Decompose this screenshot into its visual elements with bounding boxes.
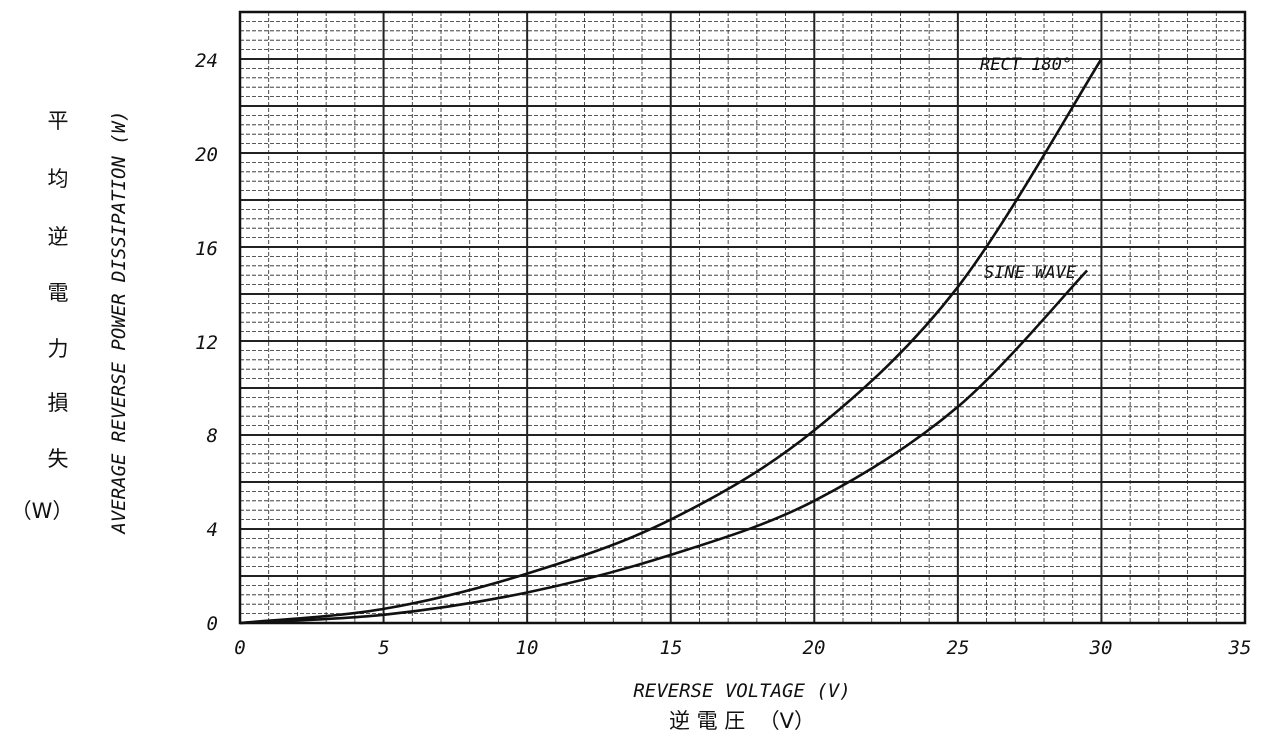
plot-frame bbox=[238, 10, 1247, 625]
y-label-jp-char: 力 bbox=[48, 337, 69, 361]
y-tick-label: 20 bbox=[195, 144, 218, 166]
series-label-sine-wave: SINE WAVE bbox=[984, 263, 1077, 283]
series-label-rect-180: RECT 180° bbox=[980, 55, 1072, 75]
x-tick-label: 25 bbox=[947, 637, 970, 659]
y-label-jp-char: 均 bbox=[48, 167, 69, 191]
y-tick-label: 24 bbox=[195, 50, 218, 72]
x-tick-label: 20 bbox=[803, 637, 826, 659]
x-tick-label: 5 bbox=[378, 637, 389, 659]
series-line-sine-wave bbox=[239, 269, 1089, 625]
y-label-jp-unit: （W） bbox=[11, 499, 74, 523]
minor-grid bbox=[240, 12, 1245, 623]
y-tick-label: 0 bbox=[207, 613, 218, 635]
x-tick-label: 35 bbox=[1228, 637, 1252, 659]
x-tick-label: 30 bbox=[1089, 637, 1113, 659]
y-tick-label: 12 bbox=[195, 332, 218, 354]
major-grid bbox=[240, 12, 1245, 623]
x-axis-label: REVERSE VOLTAGE (V) bbox=[633, 680, 850, 702]
y-tick-label: 4 bbox=[207, 519, 218, 541]
y-label-jp-char: 失 bbox=[48, 447, 69, 471]
x-tick-label: 10 bbox=[516, 637, 539, 659]
y-label-jp-char: 電 bbox=[48, 281, 69, 305]
y-axis-label-jp: 平 均 逆 電 力 損 失 （W） bbox=[11, 109, 74, 523]
y-tick-label: 16 bbox=[195, 238, 218, 260]
x-tick-label: 0 bbox=[234, 637, 245, 659]
y-label-jp-char: 平 bbox=[48, 109, 69, 133]
y-tick-label: 8 bbox=[207, 425, 218, 447]
x-tick-labels: 0 5 10 15 20 25 30 35 bbox=[234, 637, 1251, 659]
x-tick-label: 15 bbox=[660, 637, 683, 659]
y-label-jp-char: 逆 bbox=[48, 225, 69, 249]
y-tick-labels: 0 4 8 12 16 20 24 bbox=[195, 50, 218, 635]
series-line-rect-180 bbox=[239, 58, 1103, 625]
y-label-jp-char: 損 bbox=[48, 391, 69, 415]
y-axis-label: AVERAGE REVERSE POWER DISSIPATION (W) bbox=[108, 110, 130, 534]
x-axis-label-jp: 逆 電 圧 （V） bbox=[669, 709, 815, 733]
